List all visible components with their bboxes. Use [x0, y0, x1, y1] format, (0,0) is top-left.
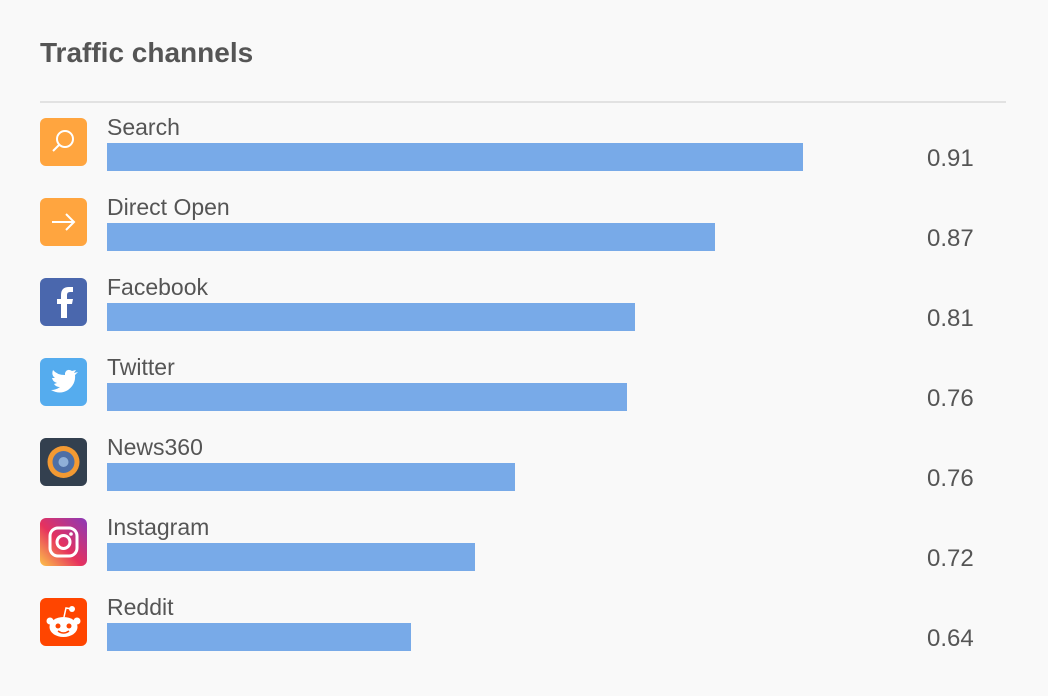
- channel-label: News360: [107, 434, 203, 460]
- channel-label: Direct Open: [107, 194, 230, 220]
- bar: [107, 543, 475, 571]
- news360-icon: [40, 438, 87, 486]
- channel-label: Reddit: [107, 594, 174, 620]
- icons: [40, 118, 87, 646]
- direct-icon: [40, 198, 87, 246]
- twitter-icon: [40, 358, 87, 406]
- instagram-icon: [40, 518, 87, 566]
- bar: [107, 223, 715, 251]
- channel-label: Search: [107, 114, 180, 140]
- score: 0.91: [927, 145, 974, 172]
- facebook-icon: [40, 278, 87, 326]
- bar: [107, 463, 515, 491]
- channel-label: Instagram: [107, 514, 209, 540]
- score: 0.76: [927, 465, 974, 492]
- reddit-icon: [40, 598, 87, 646]
- channel-label: Facebook: [107, 274, 209, 300]
- score: 0.64: [927, 625, 974, 652]
- search-icon: [40, 118, 87, 166]
- bar: [107, 383, 627, 411]
- bar: [107, 623, 411, 651]
- bar: [107, 143, 803, 171]
- score: 0.87: [927, 225, 974, 252]
- channel-label: Twitter: [107, 354, 175, 380]
- score: 0.76: [927, 385, 974, 412]
- bar: [107, 303, 635, 331]
- score: 0.72: [927, 545, 974, 572]
- score: 0.81: [927, 305, 974, 332]
- panel-title: Traffic channels: [40, 37, 253, 68]
